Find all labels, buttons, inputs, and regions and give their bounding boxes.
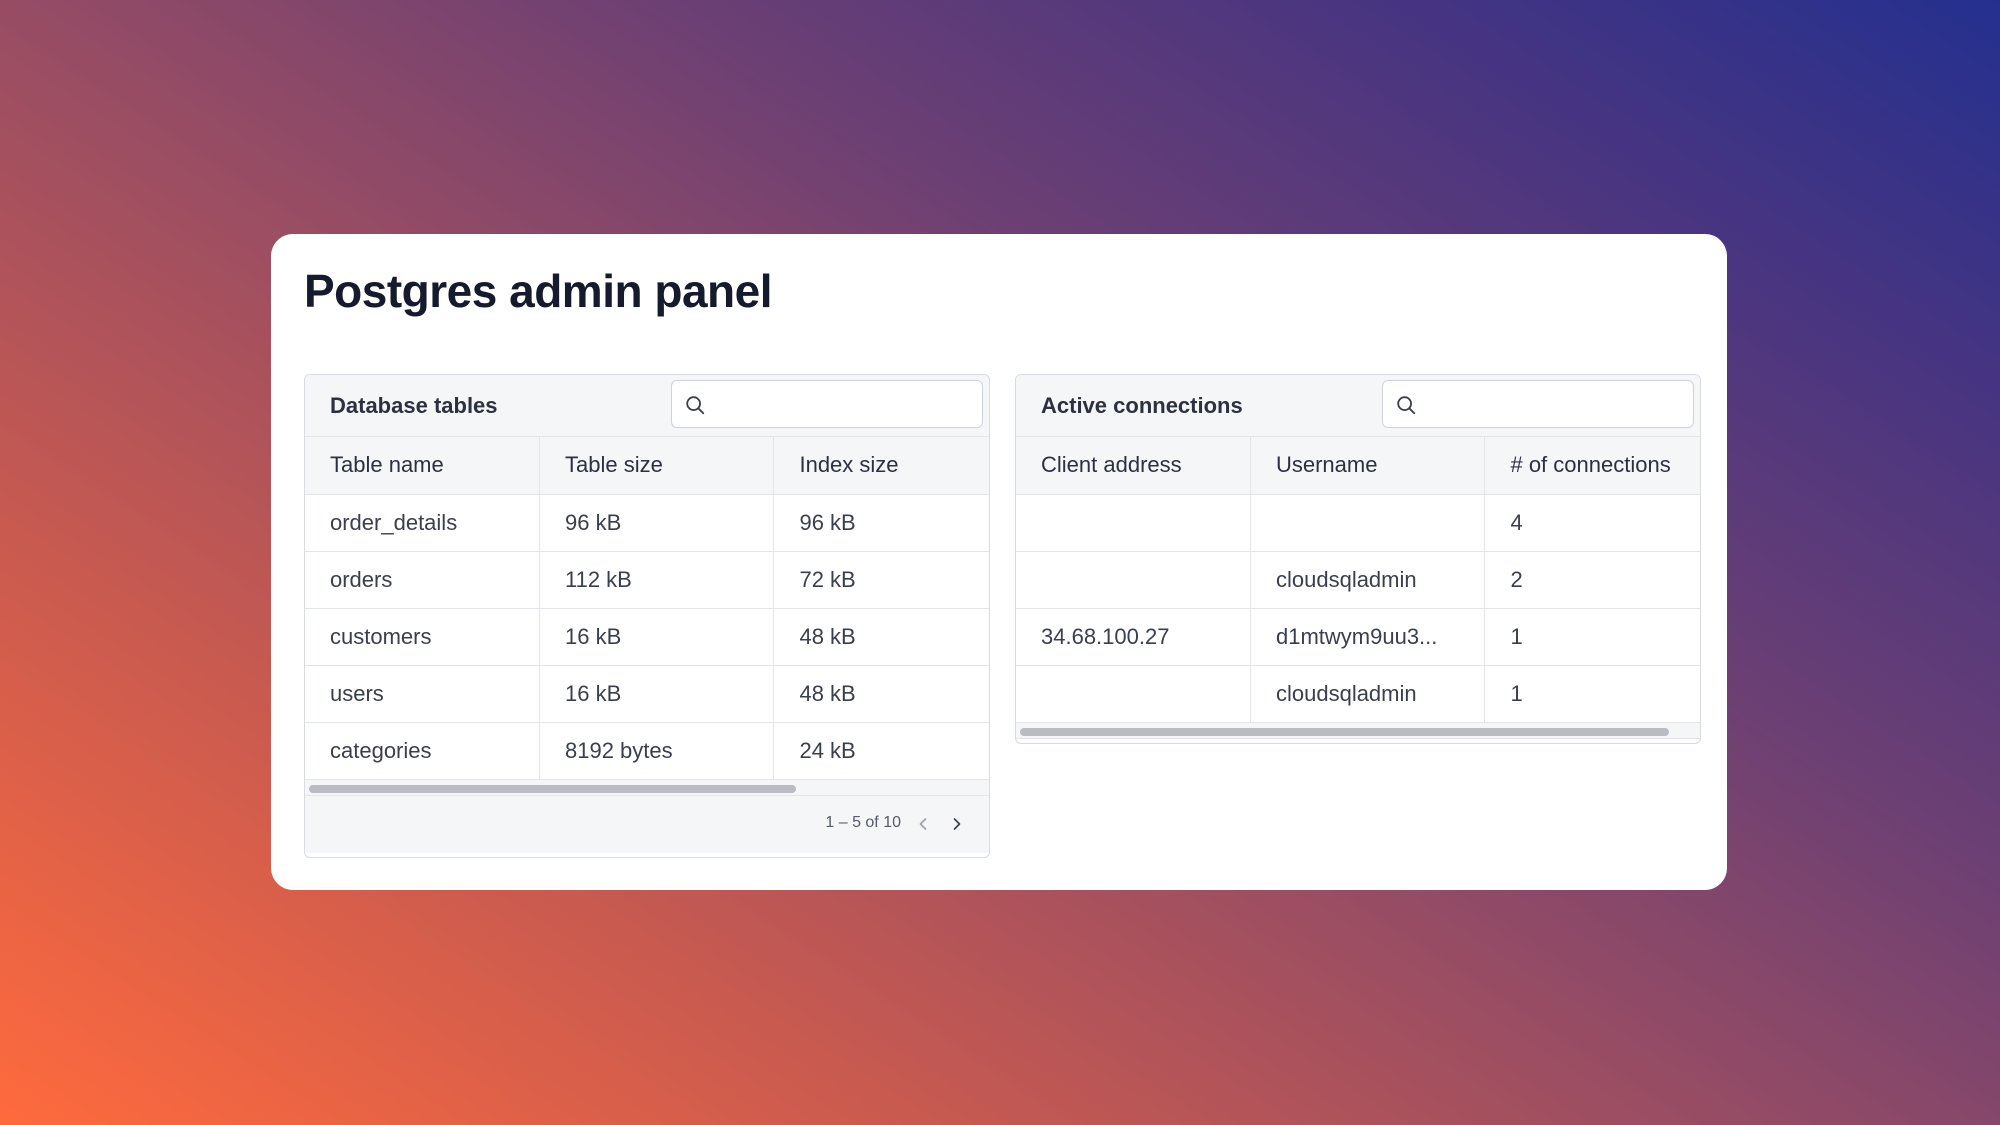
- panel-title: Active connections: [1041, 393, 1243, 418]
- table-cell: 34.68.100.27: [1016, 608, 1251, 666]
- connections-search-input[interactable]: [1427, 387, 1686, 423]
- column-header-table-name[interactable]: Table name: [305, 437, 540, 495]
- table-cell: 16 kB: [539, 665, 775, 723]
- search-icon: [1397, 396, 1416, 415]
- table-cell: customers: [305, 608, 540, 666]
- scrollbar-thumb[interactable]: [309, 784, 796, 793]
- panel-toolbar: Database tables: [305, 375, 989, 437]
- table-row[interactable]: order_details 96 kB 96 kB: [305, 494, 989, 552]
- pagination-label: 1 – 5 of 10: [825, 813, 901, 831]
- table-cell: categories: [305, 722, 540, 780]
- table-cell: 24 kB: [773, 722, 989, 780]
- table-cell: 8192 bytes: [539, 722, 775, 780]
- table-cell: [1016, 551, 1251, 609]
- chevron-left-icon[interactable]: [913, 814, 933, 834]
- column-header-client-address[interactable]: Client address: [1016, 437, 1251, 495]
- header-row: Client address Username # of connections: [1016, 437, 1700, 495]
- table-cell: [1016, 494, 1251, 552]
- search-box[interactable]: [671, 380, 983, 428]
- table-cell: 4: [1484, 494, 1700, 552]
- table-cell: order_details: [305, 494, 540, 552]
- database-tables-panel: Database tables Table name Table size In…: [304, 374, 990, 858]
- table-row[interactable]: users 16 kB 48 kB: [305, 665, 989, 723]
- chevron-right-icon[interactable]: [947, 814, 967, 834]
- page-title: Postgres admin panel: [304, 265, 773, 317]
- table-cell: cloudsqladmin: [1250, 665, 1486, 723]
- table-row[interactable]: cloudsqladmin 1: [1016, 665, 1700, 723]
- table-row[interactable]: 4: [1016, 494, 1700, 552]
- table-cell: d1mtwym9uu3...: [1250, 608, 1486, 666]
- horizontal-scrollbar[interactable]: [305, 779, 989, 796]
- table-row[interactable]: 34.68.100.27 d1mtwym9uu3... 1: [1016, 608, 1700, 666]
- table-row[interactable]: customers 16 kB 48 kB: [305, 608, 989, 666]
- column-header-table-size[interactable]: Table size: [539, 437, 775, 495]
- active-connections-panel: Active connections Client address Userna…: [1015, 374, 1701, 744]
- pagination-bar: 1 – 5 of 10: [305, 795, 989, 853]
- table-cell: 96 kB: [773, 494, 989, 552]
- panel-title: Database tables: [330, 393, 498, 418]
- table-cell: 48 kB: [773, 608, 989, 666]
- table-cell: 1: [1484, 608, 1700, 666]
- tables-search-input[interactable]: [716, 387, 975, 423]
- table-cell: [1250, 494, 1486, 552]
- scrollbar-thumb[interactable]: [1020, 727, 1669, 736]
- table-cell: orders: [305, 551, 540, 609]
- tables-grid: Table name Table size Index size order_d…: [305, 437, 989, 780]
- column-header-username[interactable]: Username: [1250, 437, 1486, 495]
- admin-card: Postgres admin panel Database tables Tab…: [271, 234, 1727, 890]
- search-icon: [686, 396, 705, 415]
- table-cell: 72 kB: [773, 551, 989, 609]
- table-row[interactable]: categories 8192 bytes 24 kB: [305, 722, 989, 780]
- table-cell: 48 kB: [773, 665, 989, 723]
- table-cell: cloudsqladmin: [1250, 551, 1486, 609]
- header-row: Table name Table size Index size: [305, 437, 989, 495]
- table-cell: 2: [1484, 551, 1700, 609]
- table-cell: users: [305, 665, 540, 723]
- column-header-index-size[interactable]: Index size: [773, 437, 989, 495]
- panel-toolbar: Active connections: [1016, 375, 1700, 437]
- table-cell: 96 kB: [539, 494, 775, 552]
- search-box[interactable]: [1382, 380, 1694, 428]
- column-header-connections-count[interactable]: # of connections: [1484, 437, 1700, 495]
- table-cell: [1016, 665, 1251, 723]
- connections-grid: Client address Username # of connections…: [1016, 437, 1700, 723]
- table-row[interactable]: orders 112 kB 72 kB: [305, 551, 989, 609]
- horizontal-scrollbar[interactable]: [1016, 722, 1700, 739]
- table-cell: 1: [1484, 665, 1700, 723]
- table-cell: 16 kB: [539, 608, 775, 666]
- table-cell: 112 kB: [539, 551, 775, 609]
- table-row[interactable]: cloudsqladmin 2: [1016, 551, 1700, 609]
